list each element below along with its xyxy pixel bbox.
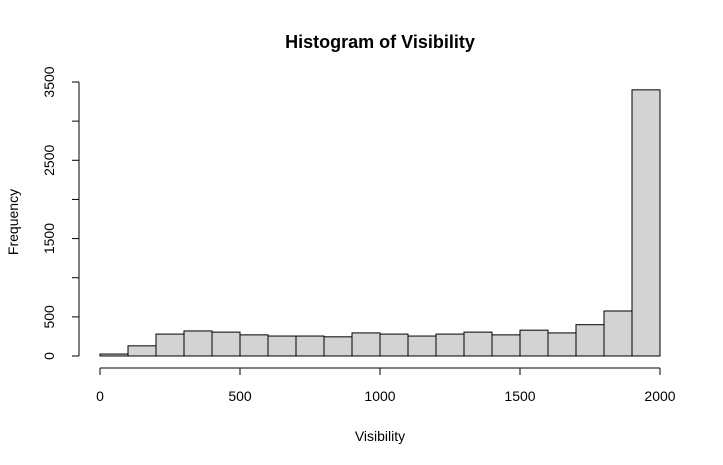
histogram-bar	[491, 334, 521, 357]
histogram-bar	[239, 334, 269, 357]
histogram-bar	[379, 333, 409, 357]
y-tick-label: 0	[41, 352, 57, 360]
histogram-bar	[127, 345, 157, 357]
histogram-bar	[435, 333, 465, 357]
histogram-bar	[295, 335, 325, 357]
histogram-bar	[547, 332, 577, 357]
histogram-bar	[183, 330, 213, 357]
histogram-bar	[267, 335, 297, 357]
histogram-bar	[575, 324, 605, 357]
x-tick-label: 1500	[504, 388, 535, 404]
histogram-bar	[631, 89, 661, 357]
histogram-bar	[155, 333, 185, 357]
histogram-bar	[407, 335, 437, 357]
histogram-bar	[351, 332, 381, 357]
x-axis-label: Visibility	[355, 428, 405, 444]
chart-title: Histogram of Visibility	[285, 32, 475, 52]
y-tick-label: 3500	[41, 66, 57, 97]
histogram-bar	[211, 331, 241, 357]
histogram-bar	[463, 331, 493, 357]
y-tick-label: 500	[41, 305, 57, 329]
x-tick-label: 2000	[644, 388, 675, 404]
y-tick-label: 2500	[41, 145, 57, 176]
x-tick-label: 500	[228, 388, 252, 404]
y-axis-label: Frequency	[5, 189, 21, 255]
y-axis: 0 500 1500 2500 3500	[41, 66, 80, 360]
x-axis: 0 500 1000 1500 2000	[96, 367, 676, 404]
histogram-bar	[519, 329, 549, 357]
histogram-bar	[323, 336, 353, 357]
y-tick-label: 1500	[41, 223, 57, 254]
x-tick-label: 1000	[364, 388, 395, 404]
x-tick-label: 0	[96, 388, 104, 404]
bars-group	[99, 89, 661, 357]
histogram-bar	[99, 353, 129, 357]
histogram-bar	[603, 310, 633, 357]
